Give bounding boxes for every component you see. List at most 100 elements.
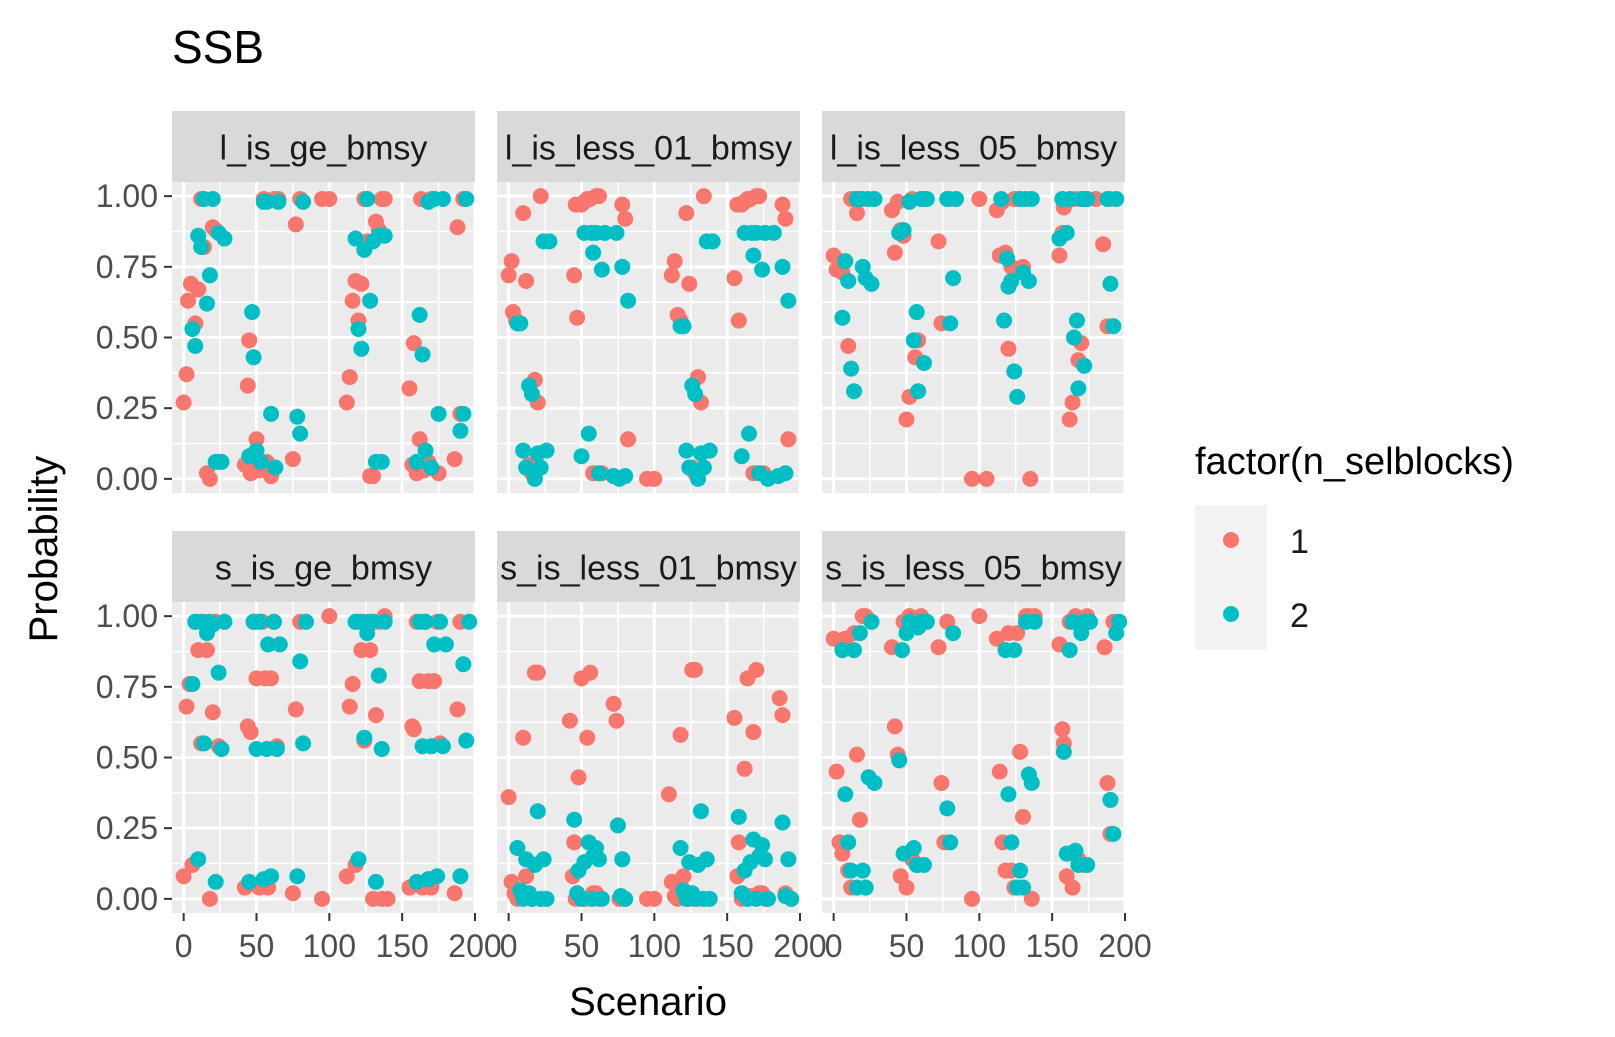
data-point [198, 642, 215, 659]
data-point [298, 613, 315, 630]
data-point [353, 275, 370, 292]
data-point [748, 890, 765, 907]
strip-background [822, 111, 1125, 182]
data-point [1061, 411, 1078, 428]
data-point [292, 425, 309, 442]
data-point [207, 873, 224, 890]
data-point [461, 613, 478, 630]
x-tick-label: 100 [953, 928, 1006, 964]
data-point [365, 613, 382, 630]
legend-key-2 [1223, 606, 1239, 622]
data-point [175, 394, 192, 411]
data-point [529, 803, 546, 820]
data-point [843, 360, 860, 377]
data-point [370, 667, 387, 684]
data-point [1096, 639, 1113, 656]
data-point [314, 890, 331, 907]
data-point [840, 337, 857, 354]
data-point [376, 227, 393, 244]
data-point [1022, 470, 1039, 487]
data-point [851, 625, 868, 642]
data-point [614, 196, 631, 213]
data-point [745, 247, 762, 264]
data-point [184, 675, 201, 692]
series-2 [184, 613, 478, 890]
series-2 [834, 613, 1128, 896]
data-point [458, 190, 475, 207]
data-point [745, 724, 762, 741]
data-point [617, 210, 634, 227]
data-point [573, 448, 590, 465]
data-point [356, 729, 373, 746]
data-point [265, 613, 282, 630]
facet-panel-l_is_less_05_bmsy: l_is_less_05_bmsy [822, 111, 1127, 493]
y-tick-label: 0.25 [96, 810, 158, 846]
series-2 [184, 190, 475, 476]
facet-panel-s_is_less_01_bmsy: s_is_less_01_bmsy 0 50 100 150 200 [497, 531, 827, 964]
data-point [198, 295, 215, 312]
data-point [774, 814, 791, 831]
data-point [201, 470, 218, 487]
data-point [1067, 842, 1084, 859]
data-point [260, 636, 277, 653]
data-point [1026, 613, 1043, 630]
data-point [580, 425, 597, 442]
x-tick-label: 50 [889, 928, 925, 964]
data-point [837, 253, 854, 270]
data-point [605, 695, 622, 712]
data-point [614, 258, 631, 275]
data-point [843, 862, 860, 879]
series-2 [509, 803, 800, 907]
data-point [910, 383, 927, 400]
data-point [344, 292, 361, 309]
data-point [1066, 329, 1083, 346]
data-point [376, 190, 393, 207]
data-point [726, 709, 743, 726]
data-point [241, 332, 258, 349]
data-point [692, 803, 709, 820]
data-point [1102, 791, 1119, 808]
data-point [1064, 879, 1081, 896]
data-point [362, 642, 379, 659]
data-point [1064, 613, 1081, 630]
data-point [777, 210, 794, 227]
data-point [455, 405, 472, 422]
data-point [593, 261, 610, 278]
data-point [834, 309, 851, 326]
data-point [930, 233, 947, 250]
data-point [840, 272, 857, 289]
data-point [1003, 272, 1020, 289]
data-point [267, 459, 284, 476]
data-point [423, 459, 440, 476]
data-point [730, 312, 747, 329]
data-point [268, 741, 285, 758]
data-point [945, 625, 962, 642]
data-point [271, 636, 288, 653]
data-point [426, 673, 443, 690]
legend-label-1: 1 [1290, 523, 1309, 561]
data-point [993, 190, 1010, 207]
data-point [620, 292, 637, 309]
data-point [538, 890, 555, 907]
data-point [258, 193, 275, 210]
data-point [252, 453, 269, 470]
strip-background [497, 531, 800, 602]
data-point [500, 267, 517, 284]
data-point [846, 642, 863, 659]
data-point [1111, 613, 1128, 630]
data-point [350, 321, 367, 338]
data-point [338, 868, 355, 885]
data-point [886, 244, 903, 261]
data-point [585, 244, 602, 261]
data-point [1079, 190, 1096, 207]
data-point [541, 233, 558, 250]
data-point [426, 636, 443, 653]
data-point [376, 613, 393, 630]
data-point [663, 267, 680, 284]
facet-panel-s_is_less_05_bmsy: s_is_less_05_bmsy 0 50 100 150 200 [822, 531, 1152, 964]
data-point [184, 321, 201, 338]
x-axis-label: Scenario [569, 980, 727, 1024]
data-point [523, 386, 540, 403]
data-point [730, 834, 747, 851]
